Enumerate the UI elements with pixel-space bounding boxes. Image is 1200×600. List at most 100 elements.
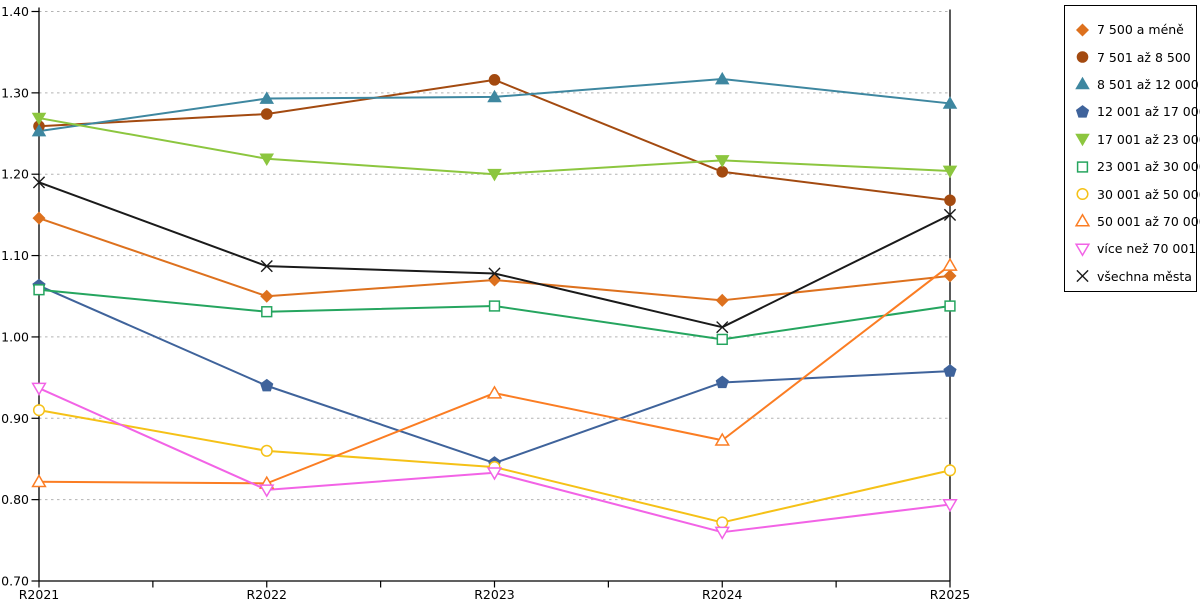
- marker-circle-icon: [1076, 51, 1089, 63]
- legend-item: 50 001 až 70 000: [1074, 208, 1200, 235]
- series-line-7: [38, 264, 951, 485]
- marker-diamond-icon: [487, 273, 502, 287]
- marker-square-icon: [944, 300, 956, 312]
- series-line-2: [38, 78, 951, 133]
- marker-x-icon: [716, 321, 729, 334]
- marker-triangle-down-icon: [259, 484, 275, 498]
- legend-pentagon-icon: [1075, 104, 1090, 118]
- marker-circle-icon: [716, 516, 729, 529]
- legend-item-label: 30 001 až 50 000: [1097, 186, 1200, 202]
- marker-triangle-up-icon: [31, 474, 47, 488]
- marker-x-icon: [943, 208, 957, 221]
- marker-circle-icon: [716, 165, 729, 178]
- y-tick-label: 1.40: [1, 4, 29, 19]
- marker-triangle-up-icon: [487, 89, 502, 103]
- legend-triangle-down-icon: [1075, 133, 1090, 147]
- y-tick-label: 0.70: [1, 574, 29, 589]
- marker-triangle-up-icon: [1075, 77, 1090, 90]
- legend-item-label: 17 001 až 23 000: [1097, 131, 1200, 147]
- marker-circle-icon: [32, 404, 46, 417]
- y-tick-label: 1.10: [1, 248, 29, 263]
- marker-triangle-up-icon: [31, 123, 47, 137]
- legend-circle-icon: [1076, 187, 1089, 201]
- legend-item: 7 501 až 8 500: [1074, 43, 1196, 70]
- legend: 7 500 a méně 7 501 až 8 500 8 501 až 12 00…: [1064, 5, 1200, 292]
- legend-diamond-icon: [1075, 23, 1090, 37]
- marker-diamond-icon: [260, 289, 274, 303]
- legend-item-label: 7 501 až 8 500: [1097, 49, 1191, 65]
- marker-triangle-down-icon: [942, 165, 958, 179]
- legend-item-label: 23 001 až 30 000: [1097, 159, 1200, 175]
- marker-triangle-down-icon: [942, 498, 958, 513]
- marker-triangle-down-icon: [31, 382, 47, 396]
- legend-item-label: 7 500 a méně: [1097, 22, 1184, 38]
- marker-square-icon: [261, 306, 273, 318]
- marker-pentagon-icon: [1075, 104, 1090, 118]
- marker-triangle-down-icon: [259, 153, 275, 166]
- marker-triangle-down-icon: [1075, 133, 1090, 147]
- marker-diamond-icon: [1075, 23, 1090, 37]
- legend-item: všechna města: [1074, 263, 1196, 290]
- series-line-3: [38, 284, 951, 465]
- marker-triangle-up-icon: [486, 385, 503, 399]
- marker-x-icon: [260, 260, 273, 273]
- marker-triangle-down-icon: [486, 467, 503, 481]
- legend-item: 17 001 až 23 000: [1074, 126, 1200, 153]
- legend-item-label: 12 001 až 17 000: [1097, 104, 1200, 120]
- legend-item: 12 001 až 17 000: [1074, 98, 1200, 125]
- x-tick-label: R2021: [19, 587, 60, 600]
- marker-triangle-up-icon: [714, 432, 730, 446]
- legend-item-label: více než 70 001: [1097, 241, 1197, 257]
- marker-square-icon: [716, 333, 728, 346]
- legend-triangle-up-icon: [1075, 77, 1090, 90]
- marker-circle-icon: [944, 194, 956, 207]
- series-line-4: [38, 117, 951, 176]
- marker-circle-icon: [260, 444, 273, 457]
- marker-square-icon: [33, 284, 45, 296]
- legend-circle-icon: [1076, 51, 1089, 63]
- marker-x-icon: [488, 267, 501, 280]
- marker-square-icon: [1076, 160, 1089, 173]
- legend-triangle-down-icon: [1074, 243, 1091, 257]
- legend-item-label: 8 501 až 12 000: [1097, 76, 1199, 92]
- marker-pentagon-icon: [260, 378, 274, 392]
- y-tick-label: 0.80: [1, 492, 29, 507]
- y-tick-label: 1.20: [1, 167, 29, 182]
- marker-triangle-up-icon: [942, 96, 958, 109]
- marker-diamond-icon: [715, 293, 729, 307]
- marker-triangle-up-icon: [942, 257, 958, 271]
- marker-triangle-down-icon: [31, 112, 47, 126]
- x-tick-label: R2023: [474, 587, 515, 600]
- series-line-5: [38, 288, 951, 341]
- y-tick-label: 0.90: [1, 411, 29, 426]
- y-tick-label: 1.00: [1, 329, 29, 344]
- legend-square-icon: [1076, 160, 1089, 173]
- marker-triangle-down-icon: [714, 155, 730, 168]
- marker-diamond-icon: [943, 269, 957, 283]
- marker-triangle-up-icon: [1074, 213, 1091, 227]
- marker-circle-icon: [1076, 187, 1089, 201]
- marker-triangle-up-icon: [714, 71, 730, 85]
- marker-triangle-down-icon: [487, 168, 502, 182]
- legend-item: 30 001 až 50 000: [1074, 180, 1200, 207]
- legend-item-label: 50 001 až 70 000: [1097, 213, 1200, 229]
- y-tick-label: 1.30: [1, 85, 29, 100]
- legend-x-icon: [1076, 270, 1089, 283]
- marker-diamond-icon: [32, 211, 46, 225]
- x-tick-label: R2025: [930, 587, 971, 600]
- legend-item-label: všechna města: [1097, 268, 1192, 284]
- marker-circle-icon: [943, 464, 957, 477]
- marker-pentagon-icon: [715, 375, 729, 389]
- x-tick-label: R2024: [702, 587, 743, 600]
- marker-circle-icon: [488, 74, 501, 86]
- marker-square-icon: [488, 300, 501, 312]
- marker-pentagon-icon: [943, 364, 957, 377]
- marker-triangle-down-icon: [714, 526, 730, 540]
- legend-item: 23 001 až 30 000: [1074, 153, 1200, 180]
- marker-x-icon: [1076, 270, 1089, 283]
- marker-circle-icon: [260, 108, 273, 120]
- legend-item: 8 501 až 12 000: [1074, 71, 1199, 98]
- series-line-0: [38, 217, 951, 302]
- legend-triangle-up-icon: [1074, 213, 1091, 227]
